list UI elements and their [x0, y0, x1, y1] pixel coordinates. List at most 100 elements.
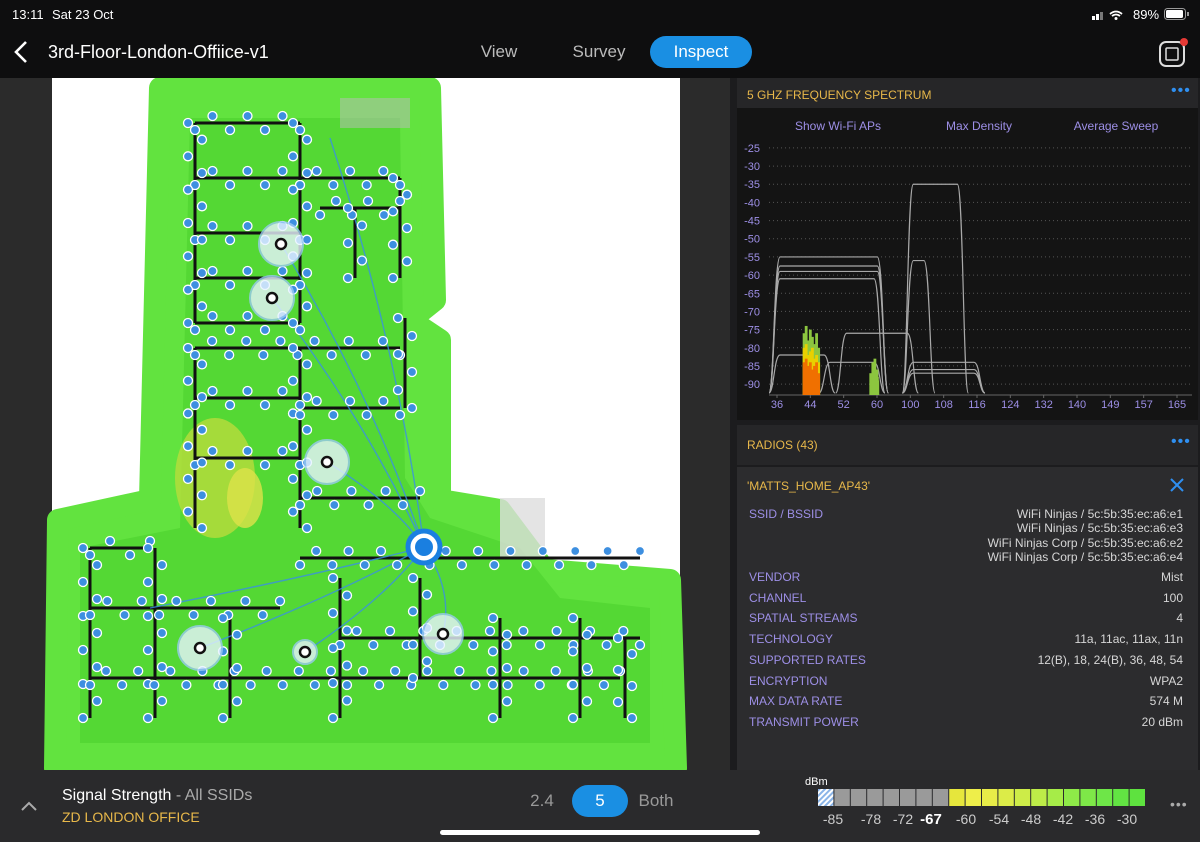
floor-plan-heatmap[interactable]	[0, 78, 730, 770]
radios-menu[interactable]: •••	[1171, 433, 1191, 450]
band-button[interactable]: 5	[572, 785, 628, 817]
client-device	[344, 395, 356, 407]
legend-block	[1096, 789, 1113, 806]
client-device	[259, 324, 271, 336]
legend-block	[867, 789, 883, 806]
client-device	[521, 559, 532, 571]
client-device	[207, 310, 218, 322]
nav-tab[interactable]: View	[480, 42, 518, 61]
band-button[interactable]: 2.4	[530, 791, 554, 810]
client-device	[309, 335, 320, 347]
client-device	[598, 679, 610, 691]
y-tick-label: -75	[744, 325, 760, 337]
close-button[interactable]	[1170, 478, 1184, 492]
radio-name: 'MATTS_HOME_AP43'	[747, 479, 871, 493]
client-device	[100, 665, 112, 677]
activity-bar	[873, 358, 877, 395]
legend-block	[1129, 789, 1145, 806]
client-device	[301, 359, 313, 370]
battery-icon	[1164, 8, 1189, 20]
y-tick-label: -65	[744, 288, 760, 300]
ap-envelope	[818, 361, 886, 394]
client-device	[259, 459, 271, 471]
legend-block	[1047, 789, 1063, 806]
client-device	[165, 665, 176, 677]
client-device	[301, 267, 313, 279]
x-tick-label: 52	[838, 399, 850, 411]
client-device	[91, 695, 103, 707]
client-device	[196, 391, 208, 403]
nav-tab[interactable]: Survey	[572, 42, 626, 61]
activity-bar	[808, 362, 812, 395]
back-button[interactable]	[12, 40, 32, 64]
x-tick-label: 36	[771, 399, 783, 411]
client-device	[91, 627, 103, 639]
y-tick-label: -60	[744, 270, 760, 282]
client-device	[116, 679, 128, 691]
nav-tab[interactable]: Inspect	[650, 36, 752, 68]
selected-ap-core	[415, 538, 433, 556]
legend-block	[965, 789, 981, 806]
legend-block	[900, 789, 916, 806]
spectrum-control: Max Density	[946, 119, 1012, 133]
client-device	[182, 506, 194, 517]
band-button[interactable]: Both	[638, 791, 674, 810]
expand-button[interactable]	[20, 800, 38, 812]
client-device	[327, 642, 339, 654]
footer-menu[interactable]: •••	[1170, 796, 1188, 812]
client-device	[341, 695, 353, 706]
row-value: 11a, 11ac, 11ax, 11n	[1074, 632, 1183, 647]
client-device	[196, 234, 208, 245]
client-device	[581, 696, 593, 707]
client-device	[301, 201, 313, 212]
client-device	[301, 522, 313, 534]
client-device	[567, 712, 579, 724]
client-device	[422, 665, 433, 677]
client-device	[142, 576, 154, 588]
client-device	[259, 124, 271, 136]
client-device	[387, 206, 399, 217]
client-device	[257, 609, 268, 621]
row-label: SSID / BSSID	[749, 507, 824, 521]
client-device	[341, 679, 353, 691]
client-device	[196, 522, 208, 534]
legend-label: -36	[1084, 811, 1106, 827]
row-value: WiFi Ninjas / 5c:5b:35:ec:a6:e1	[1016, 507, 1183, 521]
client-device	[501, 639, 512, 651]
legend-block	[818, 789, 834, 806]
ap-envelope	[835, 332, 919, 394]
row-value: WiFi Ninjas / 5c:5b:35:ec:a6:e3	[1016, 521, 1183, 536]
client-device	[242, 310, 253, 322]
activity-bar	[802, 362, 806, 395]
client-device	[487, 646, 499, 657]
ap-envelope	[901, 183, 969, 394]
client-device	[294, 179, 306, 191]
client-device	[309, 679, 320, 691]
client-device	[401, 189, 413, 200]
client-device	[586, 559, 597, 571]
access-point	[298, 645, 312, 659]
client-device	[133, 665, 144, 677]
client-device	[224, 349, 235, 361]
client-device	[189, 399, 201, 411]
client-device	[84, 609, 96, 621]
x-tick-label: 60	[871, 399, 883, 411]
client-device	[634, 639, 646, 651]
client-device	[91, 593, 103, 605]
spectrum-menu[interactable]: •••	[1171, 82, 1191, 99]
client-device	[77, 712, 89, 724]
client-device	[217, 679, 229, 690]
client-device	[287, 473, 299, 485]
client-device	[518, 665, 529, 677]
client-device	[401, 256, 413, 267]
client-device	[518, 625, 529, 637]
client-device	[626, 648, 638, 660]
client-device	[294, 559, 306, 571]
legend-block	[1014, 789, 1031, 806]
client-device	[224, 234, 236, 246]
legend-label: -42	[1052, 811, 1074, 827]
client-device	[375, 545, 387, 557]
client-device	[275, 335, 286, 347]
device-icon[interactable]	[1156, 37, 1192, 69]
